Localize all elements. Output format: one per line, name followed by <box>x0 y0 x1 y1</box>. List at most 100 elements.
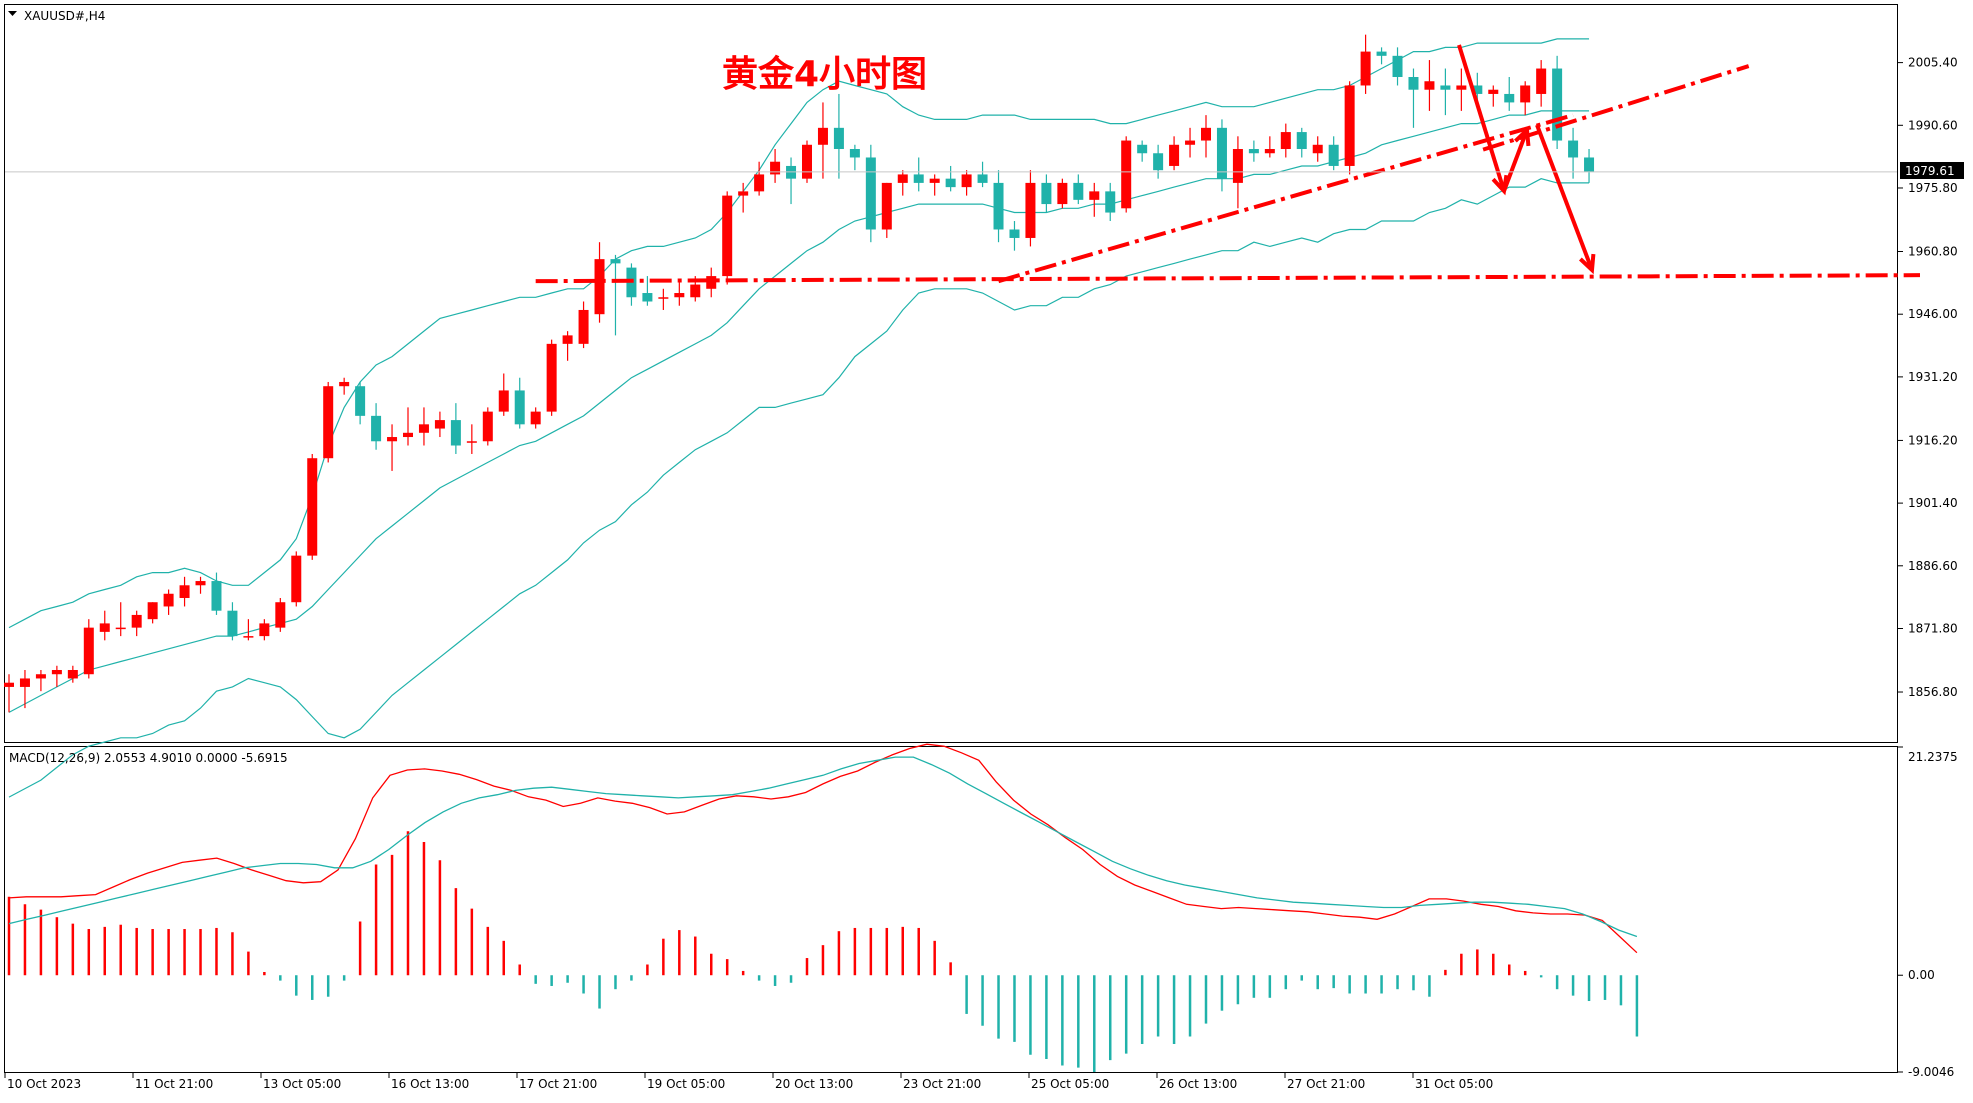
price-tick-label: 1946.00 <box>1908 307 1958 321</box>
candle-body <box>881 182 892 230</box>
candle-body <box>1568 140 1579 158</box>
candle <box>754 161 765 196</box>
candle-body <box>993 182 1004 230</box>
candle <box>1121 136 1132 213</box>
candle-body <box>562 335 573 344</box>
price-tick-label: 1916.20 <box>1908 433 1958 447</box>
candle-body <box>1312 144 1323 154</box>
candle-body <box>722 195 733 277</box>
candle <box>578 301 589 349</box>
candle <box>1584 149 1595 183</box>
bollinger-middle-band <box>8 110 1590 713</box>
candle-body <box>482 411 493 442</box>
candle-body <box>51 669 62 675</box>
candle <box>83 619 94 679</box>
candle <box>1137 140 1148 162</box>
candle <box>514 377 525 429</box>
price-tick-label: 1856.80 <box>1908 685 1958 699</box>
candle-body <box>1408 77 1419 90</box>
candle <box>1552 55 1563 150</box>
candle <box>35 669 46 692</box>
analysis-annotations <box>535 44 1921 284</box>
candle-body <box>1520 85 1531 103</box>
time-tick-label: 20 Oct 13:00 <box>775 1077 853 1091</box>
candle <box>865 144 876 243</box>
candle-body <box>1344 85 1355 166</box>
macd-tick-label: -9.0046 <box>1908 1065 1954 1079</box>
candle <box>833 93 844 179</box>
macd-tick-label: 0.00 <box>1908 968 1935 982</box>
time-tick-label: 26 Oct 13:00 <box>1159 1077 1237 1091</box>
projection-arrow-down-1-shaft <box>1457 44 1506 192</box>
candle-body <box>1041 182 1052 205</box>
candle <box>1536 60 1547 107</box>
candle <box>945 165 956 192</box>
candle <box>450 403 461 454</box>
candle-body <box>1153 153 1164 171</box>
chart-menu-triangle-icon[interactable] <box>8 11 17 16</box>
candle <box>466 424 477 454</box>
candle <box>179 576 190 607</box>
candle-body <box>1089 191 1100 200</box>
candle <box>1280 123 1291 158</box>
candle <box>434 411 445 438</box>
candle <box>1328 136 1339 171</box>
candle <box>498 373 509 416</box>
price-and-time-axes: 2005.40 1990.60 1975.80 1960.80 1946.00 1931.… <box>4 56 1958 1091</box>
candle <box>243 619 254 641</box>
candle-body <box>897 174 908 183</box>
candle-body <box>1073 182 1084 200</box>
candle-body <box>355 386 366 416</box>
current-price-box <box>1900 162 1964 179</box>
candle-body <box>131 614 142 628</box>
candle <box>339 377 350 395</box>
candle <box>1568 127 1579 179</box>
projection-arrow-down-2-shaft <box>1535 124 1594 271</box>
candle-body <box>690 284 701 298</box>
macd-tick-label: 21.2375 <box>1908 750 1958 764</box>
candle-body <box>1376 51 1387 56</box>
candle <box>1009 221 1020 251</box>
candle <box>1264 136 1275 158</box>
candle-body <box>658 297 669 299</box>
time-tick-label: 16 Oct 13:00 <box>391 1077 469 1091</box>
time-tick-label: 31 Oct 05:00 <box>1415 1077 1493 1091</box>
candle-body <box>1440 85 1451 90</box>
macd-pane-frame <box>4 746 1898 1073</box>
candle <box>1041 174 1052 213</box>
candle-body <box>418 424 429 433</box>
candle <box>530 407 541 429</box>
candle-body <box>530 411 541 425</box>
candle <box>1153 144 1164 179</box>
candle <box>817 102 828 179</box>
candle-body <box>67 669 78 679</box>
candle <box>770 149 781 183</box>
time-tick-label: 27 Oct 21:00 <box>1287 1077 1365 1091</box>
price-tick-label: 1886.60 <box>1908 559 1958 573</box>
macd-line <box>8 743 1638 954</box>
candle <box>802 140 812 183</box>
candle-body <box>865 157 876 230</box>
candle-body <box>1169 144 1180 166</box>
candle-body <box>147 602 158 620</box>
time-tick-label: 11 Oct 21:00 <box>135 1077 213 1091</box>
candle <box>147 602 158 624</box>
candle <box>1057 178 1068 209</box>
candle <box>913 157 924 192</box>
candle <box>131 610 142 637</box>
candle-body <box>1216 127 1227 179</box>
candle <box>1216 119 1227 192</box>
candle-body <box>754 174 765 192</box>
projection-arrow-down-2 <box>1535 124 1596 275</box>
candle-body <box>227 610 238 637</box>
candle-body <box>211 581 222 611</box>
support-line <box>535 273 1921 284</box>
candle <box>275 597 286 632</box>
price-tick-label: 1990.60 <box>1908 118 1958 132</box>
symbol-label: XAUUSD#,H4 <box>24 9 105 23</box>
candles-series <box>4 34 1595 713</box>
candle-body <box>1536 68 1547 94</box>
candle <box>355 381 366 425</box>
candle <box>849 144 860 171</box>
